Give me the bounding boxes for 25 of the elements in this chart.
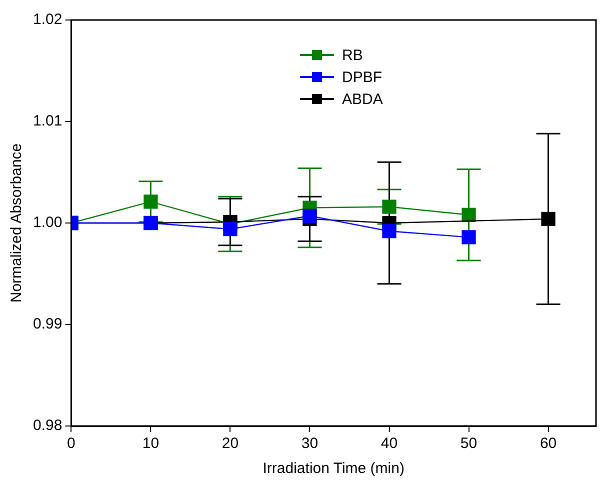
point [382,224,396,238]
y-tick-label: 0.99 [32,316,62,333]
y-axis-title: Normalized Absorbance [8,143,26,303]
point [144,194,158,209]
point [302,208,317,223]
y-tick-label: 0.98 [32,417,62,434]
point [462,208,476,222]
x-tick-label: 30 [301,435,318,452]
x-axis-title: Irradiation Time (min) [262,460,404,478]
point [462,230,476,244]
legend-label: DPBF [342,68,382,86]
point [223,222,238,236]
y-tick-label: 1.01 [32,112,62,130]
point [382,200,396,214]
legend-label: RB [342,46,363,64]
y-tick-label: 1.02 [32,11,62,28]
x-tick-label: 10 [142,435,160,452]
x-tick-label: 60 [540,435,557,452]
y-tick-label: 1.00 [32,214,62,232]
point [541,212,556,226]
x-tick-label: 50 [460,435,478,452]
x-tick-label: 0 [67,435,76,452]
legend-label: ABDA [342,90,383,108]
x-tick-label: 40 [380,435,398,452]
x-tick-label: 20 [222,435,239,452]
